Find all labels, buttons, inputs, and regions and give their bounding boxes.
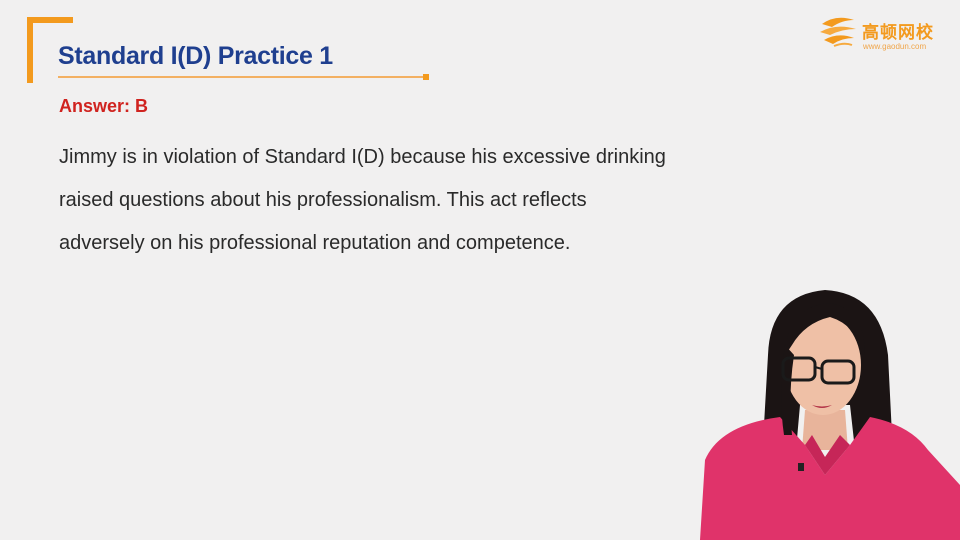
logo-name: 高顿网校 bbox=[862, 23, 934, 42]
logo-url: www.gaodun.com bbox=[863, 42, 927, 51]
gaodun-logo-icon bbox=[820, 17, 856, 47]
answer-label: Answer: B bbox=[59, 96, 149, 116]
explanation-line-2: raised questions about his professionali… bbox=[59, 189, 587, 211]
presenter-video bbox=[700, 290, 960, 540]
slide-title: Standard I(D) Practice 1 bbox=[58, 42, 333, 70]
brand-logo: 高顿网校 www.gaodun.com bbox=[818, 12, 948, 56]
title-underline-dot bbox=[423, 74, 429, 80]
explanation-line-3: adversely on his professional reputation… bbox=[59, 232, 571, 254]
explanation-line-1: Jimmy is in violation of Standard I(D) b… bbox=[59, 146, 666, 168]
explanation-text: Jimmy is in violation of Standard I(D) b… bbox=[59, 136, 759, 265]
title-corner-bracket bbox=[27, 17, 73, 83]
title-underline bbox=[58, 76, 426, 78]
